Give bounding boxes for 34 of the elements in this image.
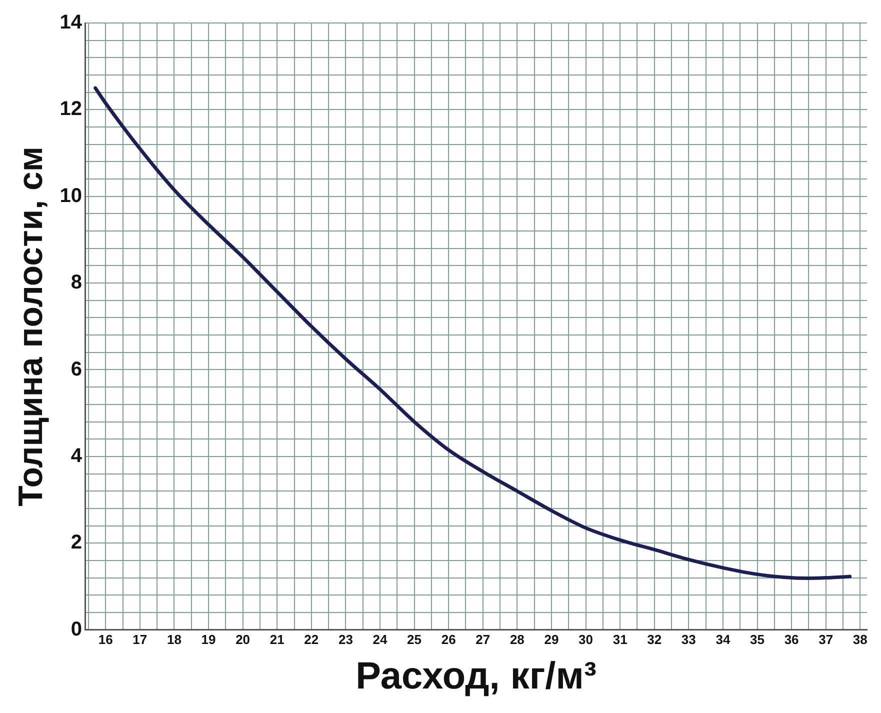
x-tick-label: 19 — [201, 632, 216, 648]
x-tick-label: 36 — [784, 632, 799, 648]
y-tick-label: 4 — [70, 444, 83, 467]
x-tick-label: 37 — [818, 632, 834, 648]
x-tick-label: 34 — [716, 632, 731, 648]
x-axis-title: Расход, кг/м³ — [356, 656, 596, 698]
y-tick-label: 2 — [70, 532, 82, 554]
x-tick-label: 30 — [578, 632, 594, 648]
x-tick-label: 20 — [236, 632, 250, 648]
line-series — [94, 86, 852, 580]
y-tick-label: 12 — [60, 98, 82, 120]
y-tick-label: 14 — [60, 12, 83, 34]
x-tick-label: 33 — [681, 632, 696, 648]
x-tick-label: 32 — [647, 632, 662, 648]
x-tick-label: 29 — [544, 632, 559, 648]
x-tick-label: 17 — [132, 632, 148, 648]
x-tick-label: 38 — [852, 632, 868, 648]
x-tick-label: 18 — [166, 632, 182, 648]
y-tick-label: 10 — [60, 184, 82, 207]
y-tick-label: 0 — [70, 618, 82, 640]
y-axis-title: Толщина полости, см — [12, 146, 50, 506]
x-tick-label: 16 — [98, 632, 113, 648]
x-tick-label: 21 — [270, 632, 284, 648]
x-tick-label: 31 — [612, 632, 628, 648]
x-tick-label: 24 — [372, 632, 388, 648]
x-tick-label: 26 — [441, 632, 456, 648]
x-tick-label: 35 — [750, 632, 764, 648]
x-tick-label: 23 — [338, 632, 353, 648]
y-tick-label: 6 — [70, 358, 82, 380]
x-tick-label: 28 — [510, 632, 524, 648]
y-tick-label: 8 — [70, 272, 82, 294]
x-tick-label: 25 — [407, 632, 422, 648]
x-tick-label: 22 — [304, 632, 319, 648]
x-tick-label: 27 — [476, 632, 490, 648]
